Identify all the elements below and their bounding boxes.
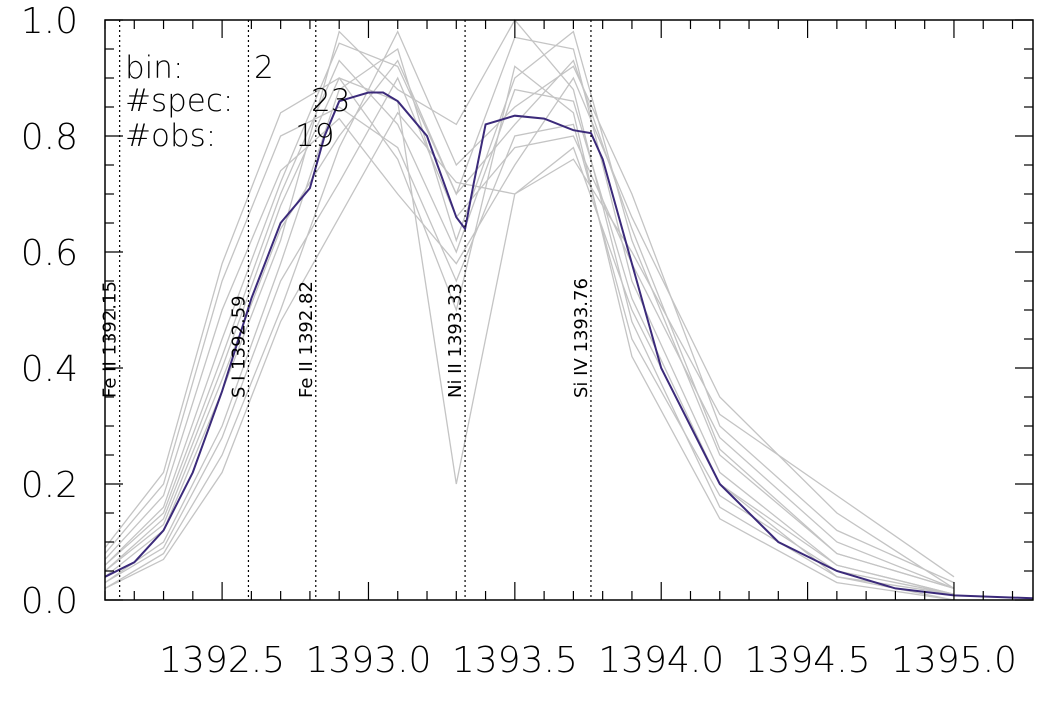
y-tick-label: 1.0 xyxy=(21,1,78,42)
reference-line-label: Si IV 1393.76 xyxy=(571,278,592,398)
y-tick-label: 0.6 xyxy=(21,233,78,274)
spec-label: #spec: xyxy=(125,83,233,119)
x-tick-label: 1393.5 xyxy=(452,640,578,681)
axes: 0.0 0.2 0.4 0.6 0.8 1.0 1392.5 1393.0 1393.5 1394… xyxy=(21,1,1034,681)
x-tick-label: 1392.5 xyxy=(159,640,285,681)
info-box: bin: 2 #spec: 23 #obs: 19 xyxy=(125,50,350,154)
individual-spectrum-line xyxy=(104,65,955,601)
individual-spectrum-line xyxy=(104,111,955,589)
x-tick-label: 1395.0 xyxy=(891,640,1017,681)
individual-spectrum-line xyxy=(104,30,955,589)
individual-spectra xyxy=(104,18,955,601)
mean-spectrum-line xyxy=(104,91,1034,600)
individual-spectrum-line xyxy=(104,106,955,595)
reference-line-label: S I 1392.59 xyxy=(228,295,249,398)
y-tick-label: 0.0 xyxy=(21,581,78,622)
bin-value: 2 xyxy=(254,50,274,86)
mean-spectrum xyxy=(104,91,1034,600)
reference-line-label: Fe II 1392.82 xyxy=(296,281,317,398)
obs-label: #obs: xyxy=(125,118,216,154)
individual-spectrum-line xyxy=(104,30,955,590)
spec-value: 23 xyxy=(311,83,350,119)
y-tick-label: 0.2 xyxy=(21,465,78,506)
bin-label: bin: xyxy=(125,50,183,86)
y-tick-label: 0.4 xyxy=(21,349,78,390)
x-tick-label: 1394.0 xyxy=(598,640,724,681)
x-tick-label: 1394.5 xyxy=(745,640,871,681)
individual-spectrum-line xyxy=(104,59,955,590)
obs-value: 19 xyxy=(295,118,334,154)
y-tick-label: 0.8 xyxy=(21,117,78,158)
reference-line-label: Ni II 1393.33 xyxy=(445,283,466,398)
individual-spectrum-line xyxy=(104,76,955,589)
x-tick-label: 1393.0 xyxy=(305,640,431,681)
